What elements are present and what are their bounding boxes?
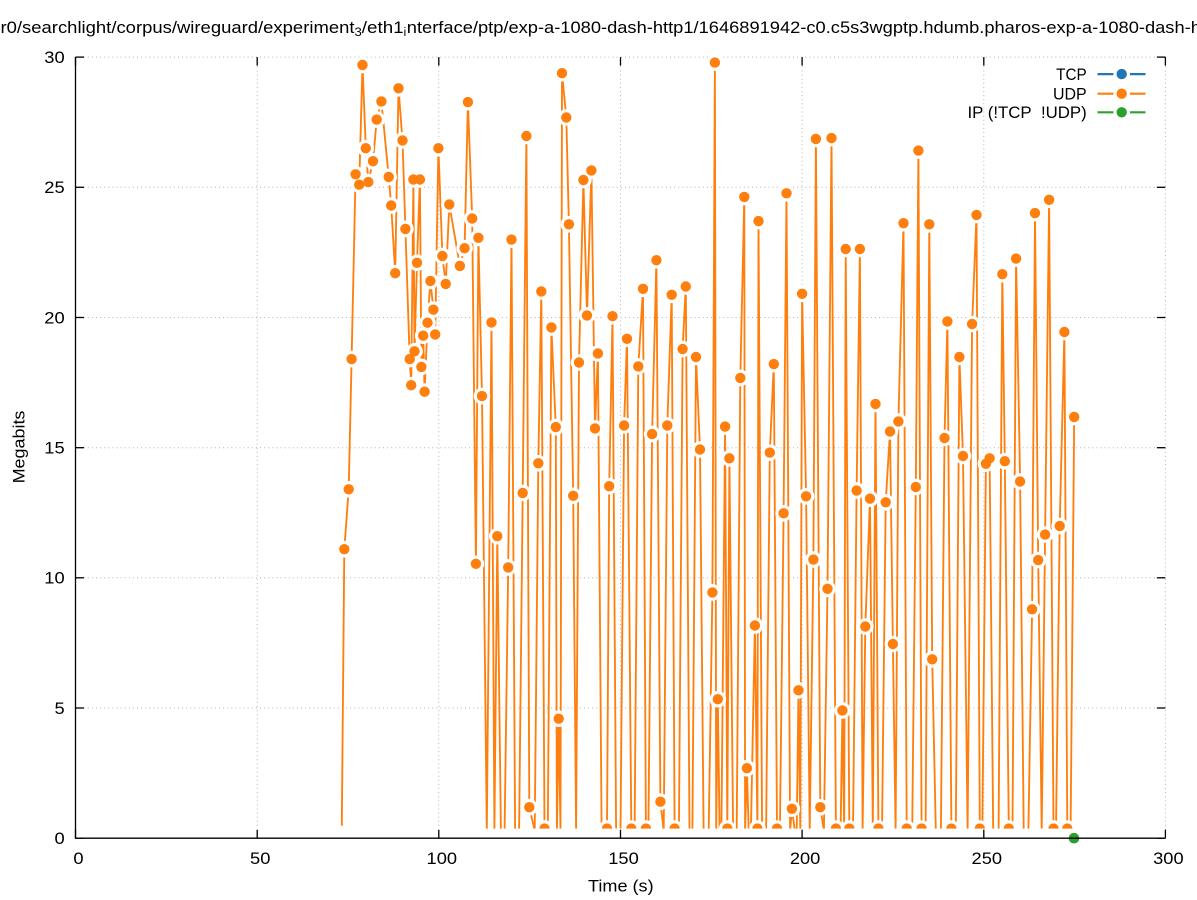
- svg-text:0: 0: [55, 829, 65, 848]
- svg-text:Megabits: Megabits: [9, 411, 28, 484]
- svg-text:i: i: [404, 27, 407, 39]
- svg-text:0: 0: [73, 849, 83, 868]
- svg-text:Time (s): Time (s): [588, 876, 654, 895]
- svg-text:nterface/ptp/exp-a-1080-dash-h: nterface/ptp/exp-a-1080-dash-http1/16468…: [407, 18, 1197, 37]
- svg-text:TCP: TCP: [1056, 65, 1087, 84]
- svg-text:5: 5: [55, 699, 65, 718]
- svg-text:250: 250: [972, 849, 1003, 868]
- svg-text:300: 300: [1153, 849, 1184, 868]
- svg-text:r0/searchlight/corpus/wireguar: r0/searchlight/corpus/wireguard/experime…: [1, 18, 355, 37]
- svg-text:/eth1: /eth1: [362, 18, 404, 37]
- svg-text:200: 200: [790, 849, 821, 868]
- svg-text:100: 100: [427, 849, 458, 868]
- svg-text:IP (!TCP !UDP): IP (!TCP !UDP): [968, 103, 1087, 122]
- svg-text:20: 20: [44, 308, 64, 327]
- svg-text:30: 30: [44, 48, 64, 67]
- svg-text:25: 25: [44, 178, 64, 197]
- svg-text:150: 150: [608, 849, 639, 868]
- svg-text:UDP: UDP: [1053, 85, 1087, 104]
- svg-text:50: 50: [250, 849, 270, 868]
- svg-text:10: 10: [44, 569, 64, 588]
- svg-text:3: 3: [355, 27, 362, 39]
- svg-text:15: 15: [44, 439, 64, 458]
